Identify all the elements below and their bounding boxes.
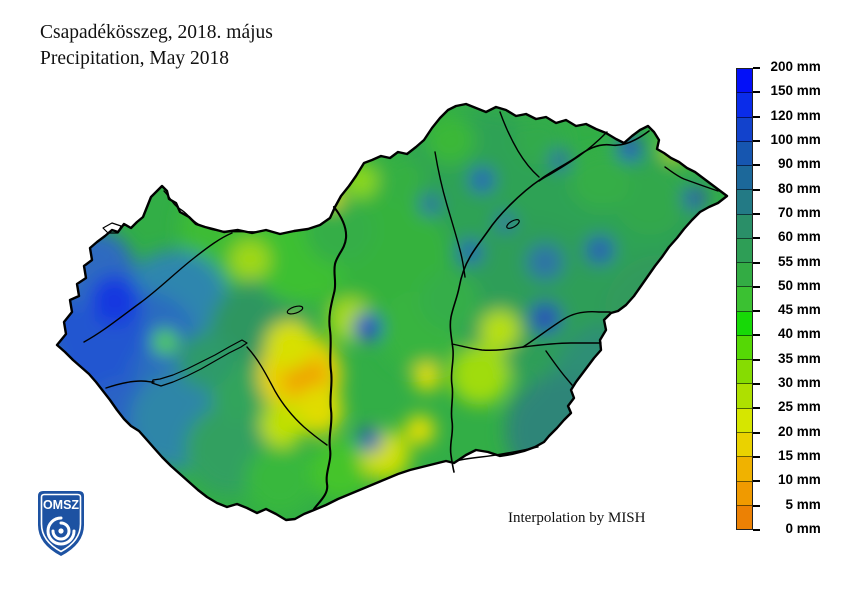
legend-segment <box>737 93 752 118</box>
lakes <box>102 219 520 387</box>
legend-segment <box>737 263 752 288</box>
river-koros-northeast <box>522 310 611 348</box>
river-koros-west <box>451 343 524 351</box>
legend-tick <box>753 188 760 191</box>
river-koros-southeast <box>545 350 573 386</box>
river-koros-east <box>522 342 602 348</box>
legend-labels: 200 mm 150 mm 120 mm 100 mm 90 mm 80 mm 70 mm 6… <box>736 59 836 536</box>
legend-tick <box>753 237 760 240</box>
legend-tick <box>753 334 760 337</box>
legend-tick <box>753 456 760 459</box>
river-maros <box>455 446 539 462</box>
river-zala <box>105 380 155 389</box>
lake-tisza <box>506 219 520 229</box>
legend-tick <box>753 383 760 386</box>
omsz-logo: OMSZ <box>33 489 89 559</box>
legend-label: 200 mm <box>770 59 821 74</box>
legend-tick <box>753 407 760 410</box>
legend-segment <box>737 287 752 312</box>
legend-bar <box>736 68 753 530</box>
legend-segment <box>737 408 752 433</box>
legend-label: 15 mm <box>777 448 821 464</box>
map-title-english: Precipitation, May 2018 <box>40 48 230 69</box>
legend-segment <box>737 141 752 167</box>
legend-tick <box>753 285 760 288</box>
legend-segment <box>737 214 752 239</box>
legend-segment <box>737 481 752 506</box>
legend-label: 80 mm <box>777 180 821 196</box>
legend-label: 10 mm <box>777 472 821 488</box>
legend: 200 mm 150 mm 120 mm 100 mm 90 mm 80 mm 70 mm 6… <box>736 59 836 538</box>
legend-tick <box>753 310 760 313</box>
legend-label: 50 mm <box>777 277 821 293</box>
legend-label: 45 mm <box>777 302 821 318</box>
legend-label: 20 mm <box>777 423 821 439</box>
legend-segment <box>737 166 752 191</box>
lake-balaton <box>151 339 248 387</box>
swirl-icon <box>46 516 76 546</box>
legend-segment <box>737 117 752 142</box>
legend-label: 0 mm <box>785 521 821 536</box>
legend-label: 40 mm <box>777 326 821 342</box>
legend-tick <box>753 139 760 142</box>
legend-tick <box>753 115 760 118</box>
legend-label: 35 mm <box>777 350 821 366</box>
legend-segment <box>737 360 752 385</box>
legend-segment <box>737 432 752 458</box>
omsz-logo-text: OMSZ <box>43 498 79 512</box>
river-raba <box>83 232 233 343</box>
legend-label: 100 mm <box>770 131 821 147</box>
lake-ferto <box>102 222 122 234</box>
legend-label: 70 mm <box>777 204 821 220</box>
legend-tick <box>753 358 760 361</box>
legend-tick <box>753 67 760 69</box>
river-mosoni-duna <box>163 190 257 233</box>
legend-segment <box>737 384 752 409</box>
legend-label: 150 mm <box>770 83 821 99</box>
hungary-border <box>55 102 729 522</box>
map-title: Csapadékösszeg, 2018. május Precipitatio… <box>40 20 273 72</box>
lake-velence <box>286 305 304 315</box>
legend-tick <box>753 212 760 215</box>
legend-label: 120 mm <box>770 107 821 123</box>
legend-label: 30 mm <box>777 375 821 391</box>
legend-tick <box>753 431 760 434</box>
legend-segment <box>737 457 752 482</box>
river-szamos <box>664 166 719 192</box>
legend-tick <box>753 529 760 531</box>
river-sio <box>246 346 328 446</box>
legend-tick <box>753 504 760 507</box>
legend-tick <box>753 164 760 167</box>
legend-label: 55 mm <box>777 253 821 269</box>
attribution-note: Interpolation by MISH <box>508 510 646 526</box>
legend-segment <box>737 190 752 215</box>
legend-tick <box>753 261 760 264</box>
map-title-hungarian: Csapadékösszeg, 2018. május <box>40 22 273 43</box>
legend-label: 25 mm <box>777 399 821 415</box>
rivers <box>83 111 719 511</box>
legend-tick <box>753 91 760 94</box>
legend-label: 5 mm <box>785 496 821 512</box>
legend-segment <box>737 69 752 94</box>
legend-label: 60 mm <box>777 229 821 245</box>
legend-tick <box>753 480 760 483</box>
river-danube <box>312 205 348 511</box>
legend-segment <box>737 335 752 361</box>
legend-segment <box>737 311 752 336</box>
legend-segment <box>737 505 752 530</box>
legend-label: 90 mm <box>777 156 821 172</box>
river-zagyva <box>434 151 466 278</box>
river-sajo <box>499 111 540 178</box>
legend-segment <box>737 238 752 264</box>
omsz-shield-icon: OMSZ <box>38 491 84 556</box>
river-bodrog <box>538 131 608 182</box>
